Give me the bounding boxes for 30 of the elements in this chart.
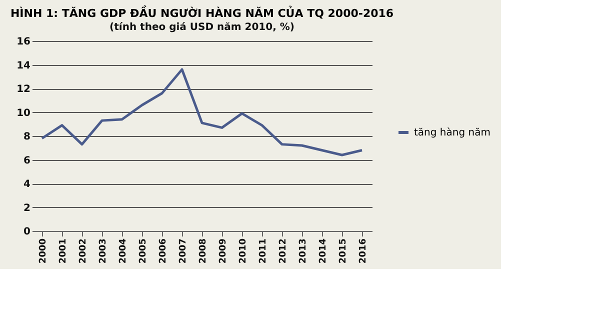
x-tick-label: 2013	[298, 238, 308, 264]
y-tick-label: 16	[16, 36, 31, 48]
x-tick-label: 2008	[198, 238, 208, 264]
x-tick-label: 2002	[78, 238, 88, 264]
x-tick-label: 2010	[238, 238, 248, 264]
y-tick-label: 12	[16, 84, 31, 95]
x-tick-label: 2007	[178, 238, 188, 264]
x-tick-label: 2012	[278, 238, 288, 264]
y-tick-label: 2	[24, 202, 31, 214]
legend-label: tăng hàng năm	[414, 128, 490, 138]
x-tick-label: 2000	[38, 238, 48, 264]
y-tick-label: 14	[16, 60, 31, 72]
y-tick-label: 6	[24, 155, 31, 166]
line-series	[40, 68, 364, 156]
x-tick-label: 2001	[58, 238, 68, 264]
chart-subtitle: (tính theo giá USD năm 2010, %)	[110, 22, 294, 33]
x-tick-label: 2015	[338, 238, 348, 264]
x-tick-label: 2004	[118, 238, 128, 264]
chart-title: HÌNH 1: TĂNG GDP ĐẦU NGƯỜI HÀNG NĂM CỦA TQ 2000-2016	[10, 5, 394, 20]
y-tick-label: 4	[24, 179, 31, 190]
y-tick-label: 10	[16, 108, 31, 119]
y-tick-label: 0	[24, 226, 31, 238]
x-tick-label: 2005	[138, 238, 148, 264]
y-tick-label: 8	[24, 132, 31, 142]
x-tick-label: 2006	[158, 238, 168, 264]
x-tick-label: 2009	[218, 238, 228, 264]
x-tick-label: 2016	[358, 238, 368, 264]
x-tick-label: 2014	[318, 238, 328, 264]
x-tick-label: 2011	[258, 238, 268, 264]
x-tick-label: 2003	[98, 238, 108, 264]
